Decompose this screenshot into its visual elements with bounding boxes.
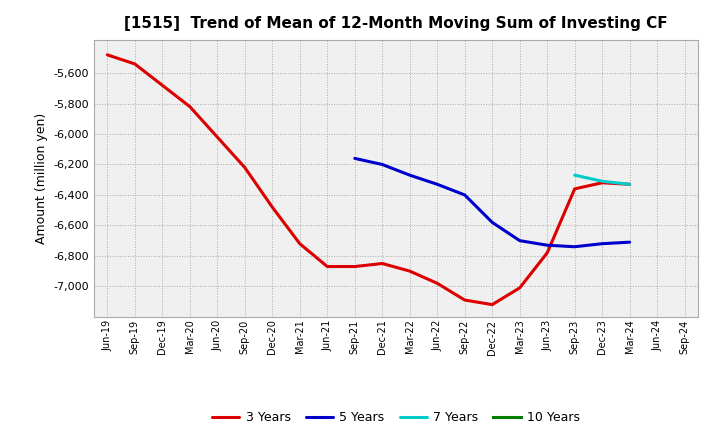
Line: 3 Years: 3 Years [107,55,630,304]
Line: 7 Years: 7 Years [575,175,630,184]
3 Years [516,285,524,290]
Title: [1515]  Trend of Mean of 12-Month Moving Sum of Investing CF: [1515] Trend of Mean of 12-Month Moving … [124,16,668,32]
3 Years [405,268,414,274]
3 Years [488,302,497,307]
3 Years [240,165,249,170]
5 Years [405,172,414,178]
3 Years [213,135,222,140]
3 Years [158,83,166,88]
3 Years [103,52,112,58]
Legend: 3 Years, 5 Years, 7 Years, 10 Years: 3 Years, 5 Years, 7 Years, 10 Years [207,406,585,429]
3 Years [433,281,441,286]
3 Years [351,264,359,269]
3 Years [323,264,332,269]
5 Years [488,220,497,225]
3 Years [598,180,606,185]
7 Years [570,172,579,178]
3 Years [460,297,469,303]
3 Years [268,205,276,210]
3 Years [543,250,552,256]
5 Years [351,156,359,161]
3 Years [626,182,634,187]
5 Years [626,239,634,245]
3 Years [186,104,194,109]
5 Years [460,192,469,198]
5 Years [378,162,387,167]
3 Years [378,261,387,266]
7 Years [598,179,606,184]
7 Years [626,182,634,187]
5 Years [516,238,524,243]
5 Years [598,241,606,246]
5 Years [543,242,552,248]
Y-axis label: Amount (million yen): Amount (million yen) [35,113,48,244]
5 Years [570,244,579,249]
5 Years [433,182,441,187]
3 Years [130,61,139,66]
Line: 5 Years: 5 Years [355,158,630,247]
3 Years [570,186,579,191]
3 Years [295,241,304,246]
